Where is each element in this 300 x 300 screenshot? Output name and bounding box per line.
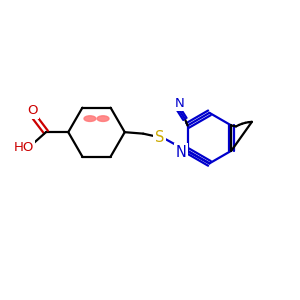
- Ellipse shape: [97, 116, 109, 122]
- Text: O: O: [27, 104, 38, 117]
- Text: S: S: [155, 130, 164, 145]
- Text: HO: HO: [14, 140, 34, 154]
- Text: N: N: [176, 145, 187, 160]
- Ellipse shape: [84, 116, 96, 122]
- Text: N: N: [175, 97, 185, 110]
